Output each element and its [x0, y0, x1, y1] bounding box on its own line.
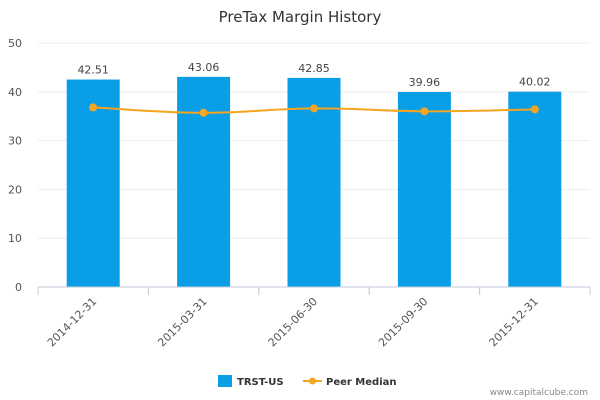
credit-text: www.capitalcube.com: [490, 388, 588, 398]
x-tick-label: 2015-03-31: [155, 295, 209, 349]
x-tick-label: 2015-12-31: [487, 295, 541, 349]
bar: [66, 79, 120, 287]
bar-data-label: 42.85: [298, 62, 330, 75]
peer-median-point: [199, 108, 208, 117]
peer-median-point: [420, 107, 429, 116]
x-axis: 2014-12-31 2015-03-31 2015-06-30 2015-09-30…: [37, 286, 591, 349]
legend-swatch-trst: [218, 375, 232, 387]
y-tick-label: 0: [15, 281, 22, 294]
bar: [397, 91, 451, 287]
chart-title: PreTax Margin History: [219, 8, 382, 26]
bar: [177, 76, 231, 287]
peer-median-point: [530, 105, 539, 114]
y-tick-label: 10: [8, 232, 22, 245]
bar: [508, 91, 562, 288]
y-tick-label: 30: [8, 135, 22, 148]
legend-marker-peer: [309, 377, 316, 385]
bar-data-label: 43.06: [188, 61, 220, 74]
bar: [287, 77, 341, 287]
peer-median-point: [310, 104, 318, 113]
y-axis: 0 10 20 30 40 50: [8, 37, 22, 294]
bar-series: 42.51 43.06 42.85 39.96 40.02: [66, 61, 562, 288]
x-tick-label: 2015-06-30: [266, 295, 320, 349]
y-tick-label: 20: [8, 183, 22, 196]
legend-label-peer: Peer Median: [326, 377, 397, 388]
legend-label-trst: TRST-US: [237, 377, 284, 388]
legend: TRST-US Peer Median: [218, 375, 397, 388]
bar-data-label: 42.51: [77, 64, 109, 77]
peer-median-point: [89, 103, 98, 112]
bar-data-label: 39.96: [409, 76, 441, 89]
x-tick-label: 2015-09-30: [376, 295, 430, 349]
y-tick-label: 50: [8, 37, 22, 50]
x-tick-label: 2014-12-31: [45, 295, 99, 349]
y-tick-label: 40: [8, 86, 22, 99]
peer-median-series: [89, 103, 539, 117]
bar-data-label: 40.02: [519, 76, 551, 89]
